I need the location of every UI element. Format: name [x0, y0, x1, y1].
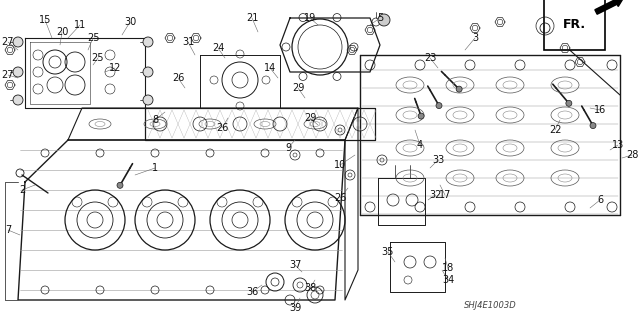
FancyArrow shape [595, 0, 623, 14]
Text: 25: 25 [92, 53, 104, 63]
Circle shape [143, 67, 153, 77]
Text: 26: 26 [216, 123, 228, 133]
Text: 34: 34 [442, 275, 454, 285]
Text: 4: 4 [417, 140, 423, 150]
Circle shape [143, 95, 153, 105]
Text: 29: 29 [292, 83, 304, 93]
Text: 32: 32 [429, 190, 441, 200]
Text: 29: 29 [304, 113, 316, 123]
Text: 22: 22 [548, 125, 561, 135]
Text: 12: 12 [109, 63, 121, 73]
Text: 28: 28 [626, 150, 638, 160]
Text: 14: 14 [264, 63, 276, 73]
Text: 36: 36 [246, 287, 258, 297]
Circle shape [13, 95, 23, 105]
Circle shape [143, 37, 153, 47]
Text: 11: 11 [74, 20, 86, 30]
Text: 19: 19 [304, 13, 316, 23]
Text: 1: 1 [152, 163, 158, 173]
Text: 37: 37 [289, 260, 301, 270]
Circle shape [456, 86, 462, 92]
Text: 31: 31 [182, 37, 194, 47]
Text: FR.: FR. [563, 18, 586, 31]
Text: 26: 26 [172, 73, 184, 83]
Text: 8: 8 [152, 115, 158, 125]
Text: 24: 24 [212, 43, 224, 53]
Circle shape [418, 113, 424, 119]
Text: 10: 10 [334, 160, 346, 170]
Circle shape [436, 103, 442, 108]
Text: 27: 27 [2, 37, 14, 47]
Text: 7: 7 [5, 225, 11, 235]
Text: 35: 35 [382, 247, 394, 257]
Text: 20: 20 [56, 27, 68, 37]
Text: 23: 23 [424, 53, 436, 63]
Text: 26: 26 [334, 193, 346, 203]
Text: 15: 15 [39, 15, 51, 25]
Text: 25: 25 [87, 33, 99, 43]
Circle shape [590, 122, 596, 129]
Text: 3: 3 [472, 33, 478, 43]
Circle shape [13, 37, 23, 47]
Text: 13: 13 [612, 140, 624, 150]
Text: 39: 39 [289, 303, 301, 313]
Text: 33: 33 [432, 155, 444, 165]
Circle shape [117, 182, 123, 188]
Circle shape [566, 100, 572, 106]
Text: 21: 21 [246, 13, 258, 23]
Circle shape [13, 67, 23, 77]
Text: 5: 5 [377, 13, 383, 23]
Text: 16: 16 [594, 105, 606, 115]
Text: 9: 9 [285, 143, 291, 153]
Text: 17: 17 [439, 190, 451, 200]
Text: 27: 27 [2, 70, 14, 80]
Text: 38: 38 [304, 283, 316, 293]
Text: 2: 2 [19, 185, 25, 195]
Circle shape [378, 14, 390, 26]
Text: 30: 30 [124, 17, 136, 27]
Text: SHJ4E1003D: SHJ4E1003D [463, 300, 516, 309]
Text: 18: 18 [442, 263, 454, 273]
Text: 6: 6 [597, 195, 603, 205]
